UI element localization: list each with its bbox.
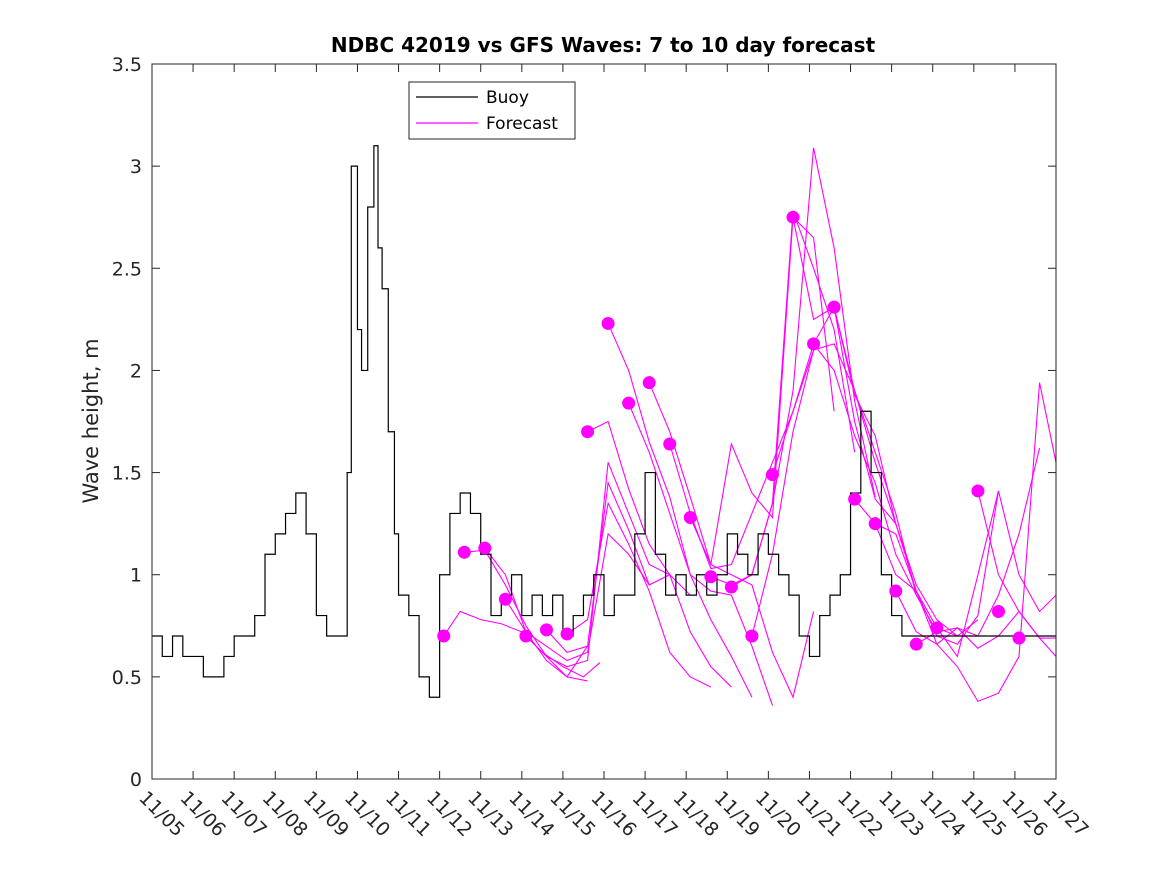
- forecast-marker: [786, 210, 800, 224]
- forecast-marker: [765, 468, 779, 482]
- forecast-marker: [601, 316, 615, 330]
- y-tick-label: 2: [130, 360, 142, 382]
- forecast-marker: [930, 621, 944, 635]
- plot-frame: [151, 63, 1057, 780]
- forecast-markers: [437, 210, 1026, 651]
- legend: Buoy Forecast: [408, 81, 576, 140]
- y-tick-label: 1.5: [112, 463, 142, 485]
- legend-box: [408, 81, 576, 140]
- forecast-marker: [848, 492, 862, 506]
- y-axis-ticks: 0 0.5 1 1.5 2 2.5 3 3.5: [112, 54, 1056, 791]
- forecast-series-line: [936, 490, 1056, 658]
- forecast-marker: [539, 623, 553, 637]
- forecast-series-line: [977, 490, 1056, 639]
- y-tick-label: 1: [130, 565, 142, 587]
- forecast-marker: [704, 570, 718, 584]
- forecast-series-line: [751, 343, 897, 637]
- legend-forecast-label: Forecast: [486, 114, 558, 134]
- chart-title: NDBC 42019 vs GFS Waves: 7 to 10 day for…: [331, 33, 876, 57]
- y-tick-label: 2.5: [112, 258, 142, 280]
- y-tick-label: 3.5: [112, 54, 142, 76]
- forecast-marker: [437, 629, 451, 643]
- forecast-marker: [581, 425, 595, 439]
- y-tick-label: 0: [130, 769, 142, 791]
- y-tick-label: 3: [130, 156, 142, 178]
- forecast-marker: [1012, 631, 1026, 645]
- forecast-marker: [683, 511, 697, 525]
- forecast-marker: [457, 545, 471, 559]
- forecast-series-line: [546, 480, 691, 653]
- forecast-marker: [642, 376, 656, 390]
- y-tick-label: 0.5: [112, 667, 142, 689]
- forecast-marker: [971, 484, 985, 498]
- forecast-marker: [498, 592, 512, 606]
- forecast-series-line: [566, 501, 712, 688]
- forecast-marker: [724, 580, 738, 594]
- forecast-marker: [560, 627, 574, 641]
- forecast-series-line: [587, 420, 732, 688]
- forecast-series-line: [833, 307, 979, 637]
- forecast-marker: [807, 337, 821, 351]
- forecast-marker: [622, 396, 636, 410]
- legend-buoy-label: Buoy: [486, 88, 529, 108]
- forecast-series-line: [771, 342, 917, 596]
- y-axis-label: Wave height, m: [79, 338, 103, 503]
- forecast-marker: [663, 437, 677, 451]
- forecast-marker: [519, 629, 533, 643]
- forecast-marker: [827, 300, 841, 314]
- forecast-series-line: [813, 305, 958, 637]
- forecast-series-line: [689, 215, 835, 567]
- forecast-marker: [868, 517, 882, 531]
- buoy-series-line: [152, 145, 1056, 698]
- forecast-marker: [478, 541, 492, 555]
- forecast-marker: [909, 637, 923, 651]
- forecast-marker: [745, 629, 759, 643]
- plot-area: [152, 64, 1056, 779]
- plot-series: [152, 145, 1056, 706]
- forecast-marker: [889, 584, 903, 598]
- forecast-marker: [991, 604, 1005, 618]
- forecast-series-line: [607, 323, 753, 698]
- forecast-series-line: [648, 382, 815, 699]
